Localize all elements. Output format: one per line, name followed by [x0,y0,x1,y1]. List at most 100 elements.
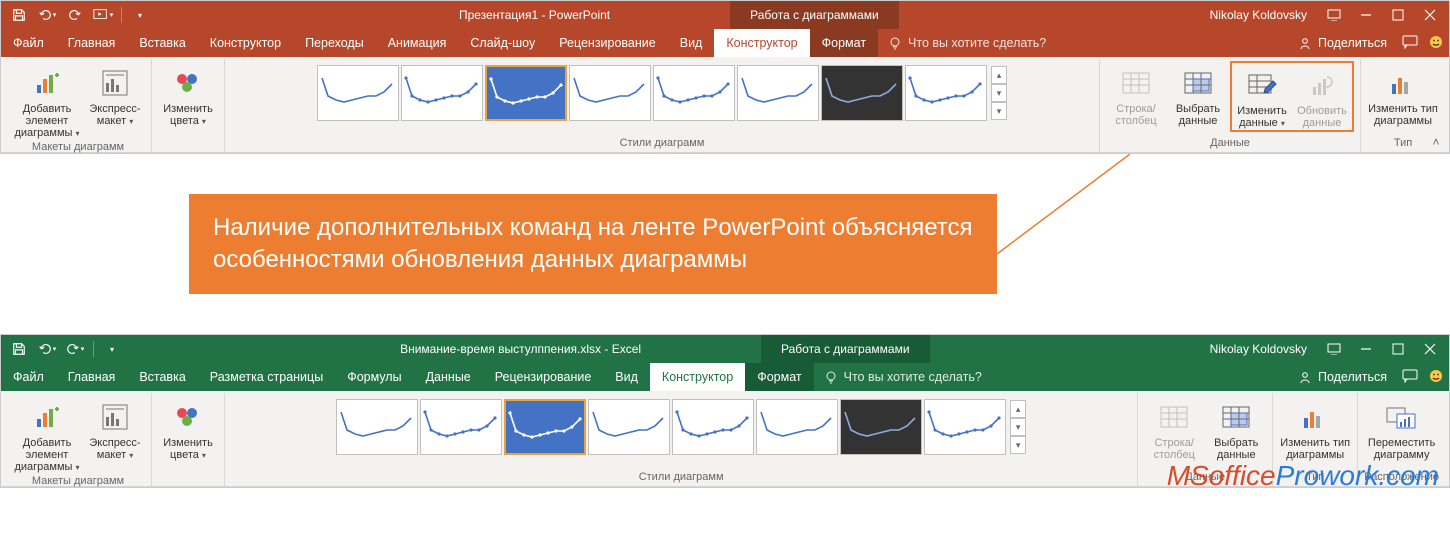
minimize-icon[interactable] [1351,3,1381,27]
chart-style-thumb[interactable] [317,65,399,121]
tab-home[interactable]: Главная [56,363,128,391]
maximize-icon[interactable] [1383,337,1413,361]
gallery-up-icon[interactable]: ▴ [1010,400,1026,418]
tab-review[interactable]: Рецензирование [483,363,604,391]
group-data: Строка/ столбец Выбрать данные Изменить … [1100,59,1361,152]
annotation-area: Наличие дополнительных команд на ленте P… [0,154,1450,334]
close-icon[interactable] [1415,3,1445,27]
chart-style-thumb[interactable] [336,399,418,455]
chart-style-thumb[interactable] [756,399,838,455]
group-chart-styles: ▴ ▾ ▾ Стили диаграмм [225,393,1138,486]
chart-style-thumb[interactable] [924,399,1006,455]
change-colors-button[interactable]: Изменить цвета ▾ [158,395,218,462]
chart-style-thumb[interactable] [737,65,819,121]
tab-pagelayout[interactable]: Разметка страницы [198,363,335,391]
select-data-icon [1180,65,1216,101]
tab-format[interactable]: Формат [810,29,878,57]
chart-style-thumb[interactable] [672,399,754,455]
tab-review[interactable]: Рецензирование [547,29,668,57]
start-slideshow-icon[interactable]: ▾ [91,3,115,27]
tab-animations[interactable]: Анимация [376,29,459,57]
switch-row-column-icon [1118,65,1154,101]
tab-file[interactable]: Файл [1,363,56,391]
ribbon-display-options-icon[interactable] [1319,337,1349,361]
qat-customize-icon[interactable]: ▾ [128,3,152,27]
edit-data-button[interactable]: Изменить данные ▾ [1232,63,1292,130]
redo-icon[interactable]: ▾ [63,337,87,361]
group-change-colors: Изменить цвета ▾ [152,393,225,486]
watermark: MSofficeProwork.com [1167,460,1439,493]
gallery-down-icon[interactable]: ▾ [991,84,1007,102]
tab-view[interactable]: Вид [668,29,715,57]
contextual-tab-title: Работа с диаграммами [761,335,930,363]
tab-format[interactable]: Формат [745,363,813,391]
gallery-more-icon[interactable]: ▾ [1010,436,1026,454]
chart-style-thumb[interactable] [420,399,502,455]
chart-style-thumb[interactable] [401,65,483,121]
comments-icon[interactable] [1397,363,1423,389]
tab-insert[interactable]: Вставка [127,29,197,57]
change-chart-type-button[interactable]: Изменить тип диаграммы [1279,395,1351,461]
select-data-button[interactable]: Выбрать данные [1206,395,1266,461]
maximize-icon[interactable] [1383,3,1413,27]
tab-slideshow[interactable]: Слайд-шоу [458,29,547,57]
highlighted-commands: Изменить данные ▾ Обновить данные [1230,61,1354,132]
feedback-smiley-icon[interactable] [1423,363,1449,389]
window-title: Презентация1 - PowerPoint [459,8,610,22]
tab-transitions[interactable]: Переходы [293,29,376,57]
chart-style-thumb[interactable] [840,399,922,455]
qat-customize-icon[interactable]: ▾ [100,337,124,361]
tab-design[interactable]: Конструктор [198,29,293,57]
ribbon-tabs: Файл Главная Вставка Разметка страницы Ф… [1,363,1449,391]
share-label: Поделиться [1318,36,1387,50]
collapse-ribbon-icon[interactable]: ˄ [1427,134,1445,150]
share-icon [1298,370,1312,384]
chart-style-thumb[interactable] [821,65,903,121]
add-chart-element-button[interactable]: Добавить элемент диаграммы ▾ [11,395,83,474]
tab-chart-design[interactable]: Конструктор [714,29,809,57]
quick-layout-button[interactable]: Экспресс-макет ▾ [85,61,145,128]
share-button[interactable]: Поделиться [1288,29,1397,57]
chart-style-thumb[interactable] [588,399,670,455]
tab-view[interactable]: Вид [603,363,650,391]
user-name[interactable]: Nikolay Koldovsky [1200,342,1317,356]
share-button[interactable]: Поделиться [1288,363,1397,391]
gallery-down-icon[interactable]: ▾ [1010,418,1026,436]
group-chart-layouts: Добавить элемент диаграммы ▾ Экспресс-ма… [5,393,152,486]
ribbon-display-options-icon[interactable] [1319,3,1349,27]
move-chart-button[interactable]: Переместить диаграмму [1366,395,1438,461]
select-data-button[interactable]: Выбрать данные [1168,61,1228,127]
undo-icon[interactable]: ▾ [35,3,59,27]
chart-style-thumb[interactable] [569,65,651,121]
tab-home[interactable]: Главная [56,29,128,57]
change-colors-button[interactable]: Изменить цвета ▾ [158,61,218,128]
user-name[interactable]: Nikolay Koldovsky [1200,8,1317,22]
feedback-smiley-icon[interactable] [1423,29,1449,55]
save-icon[interactable] [7,3,31,27]
chart-style-thumb[interactable] [485,65,567,121]
undo-icon[interactable]: ▾ [35,337,59,361]
chart-style-thumb[interactable] [905,65,987,121]
quick-layout-button[interactable]: Экспресс-макет ▾ [85,395,145,462]
tell-me[interactable]: Что вы хотите сделать? [814,363,992,391]
tab-file[interactable]: Файл [1,29,56,57]
contextual-tab-title: Работа с диаграммами [730,1,899,29]
tab-insert[interactable]: Вставка [127,363,197,391]
tell-me[interactable]: Что вы хотите сделать? [878,29,1056,57]
add-chart-element-button[interactable]: Добавить элемент диаграммы ▾ [11,61,83,140]
tab-formulas[interactable]: Формулы [335,363,413,391]
change-chart-type-button[interactable]: Изменить тип диаграммы [1367,61,1439,127]
tab-data[interactable]: Данные [414,363,483,391]
chart-style-thumb[interactable] [653,65,735,121]
comments-icon[interactable] [1397,29,1423,55]
minimize-icon[interactable] [1351,337,1381,361]
refresh-data-icon [1304,67,1340,103]
gallery-up-icon[interactable]: ▴ [991,66,1007,84]
chart-style-thumb[interactable] [504,399,586,455]
tab-chart-design[interactable]: Конструктор [650,363,745,391]
gallery-more-icon[interactable]: ▾ [991,102,1007,120]
save-icon[interactable] [7,337,31,361]
redo-icon[interactable] [63,3,87,27]
quick-access-toolbar: ▾ ▾ ▾ [1,3,158,27]
close-icon[interactable] [1415,337,1445,361]
